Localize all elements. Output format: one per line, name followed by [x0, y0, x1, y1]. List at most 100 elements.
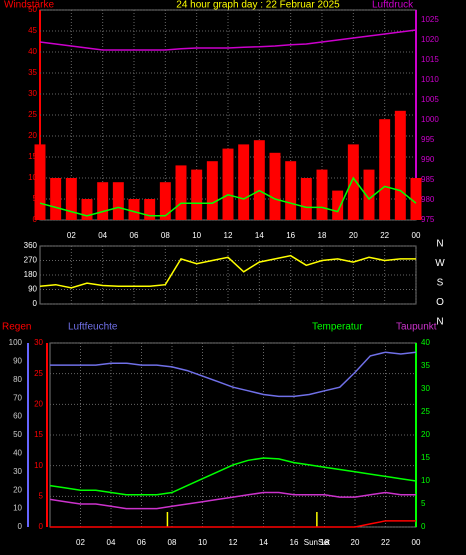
x-tick-label: 02: [67, 231, 76, 240]
y2-tick-label: 1020: [421, 35, 439, 44]
gust-bar: [206, 161, 218, 220]
x-tick-label: 04: [98, 231, 107, 240]
y-tick-label: 15: [28, 152, 37, 161]
y2-tick-label: 25: [421, 407, 430, 416]
y-tick-label: 270: [24, 256, 38, 265]
gust-bar: [347, 144, 359, 220]
y2-tick-label: 1015: [421, 55, 439, 64]
y2-tick-label: 995: [421, 135, 435, 144]
y2-label: Luftdruck: [372, 0, 414, 11]
gust-bar: [410, 178, 422, 220]
gust-bar: [253, 140, 265, 220]
gust-bar: [65, 178, 77, 220]
y2-tick-label: 985: [421, 175, 435, 184]
gust-bar: [222, 148, 234, 220]
gust-bar: [363, 169, 375, 220]
x-tick-label: 18: [318, 231, 327, 240]
y-tick-label: 30: [13, 467, 22, 476]
y-tick-label: 20: [13, 485, 22, 494]
y2-tick-label: 975: [421, 215, 435, 224]
x-tick-label: 12: [224, 231, 233, 240]
sun-event-label: SunSet: [304, 538, 331, 547]
compass-label: N: [436, 317, 443, 328]
compass-label: W: [435, 258, 445, 269]
y-tick-label: 10: [13, 504, 22, 513]
y2-tick-label: 1005: [421, 95, 439, 104]
series-line: [39, 176, 417, 217]
x-tick-label: 08: [161, 231, 170, 240]
series-name: Regen: [2, 322, 31, 333]
gust-bar: [159, 182, 171, 220]
y2-tick-label: 990: [421, 155, 435, 164]
y2-tick-label: 1000: [421, 115, 439, 124]
gust-bar: [97, 182, 109, 220]
gust-bar: [50, 178, 62, 220]
x-tick-label: 06: [130, 231, 139, 240]
gust-bar: [332, 190, 344, 220]
x-tick-label: 14: [259, 538, 268, 547]
y2-tick-label: 0: [421, 522, 426, 531]
series-line: [50, 520, 416, 528]
y3-tick-label: 10: [34, 461, 43, 470]
y3-tick-label: 15: [34, 430, 43, 439]
y2-tick-label: 10: [421, 476, 430, 485]
gust-bar: [394, 110, 406, 220]
x-tick-label: 20: [349, 231, 358, 240]
y-tick-label: 100: [9, 338, 23, 347]
y-label: Windstärke: [4, 0, 54, 11]
gust-bar: [191, 169, 203, 220]
y-tick-label: 0: [33, 299, 38, 308]
y2-tick-label: 30: [421, 384, 430, 393]
y2-tick-label: 980: [421, 195, 435, 204]
gust-bar: [144, 199, 156, 220]
y-tick-label: 0: [18, 522, 23, 531]
y3-tick-label: 25: [34, 369, 43, 378]
x-tick-label: 22: [380, 231, 389, 240]
y-tick-label: 50: [13, 430, 22, 439]
compass-label: S: [437, 278, 444, 289]
series-line: [49, 457, 417, 496]
x-tick-label: 00: [412, 538, 421, 547]
series-line: [39, 29, 417, 51]
y-tick-label: 360: [24, 241, 38, 250]
series-line: [49, 491, 416, 510]
y-tick-label: 50: [28, 5, 37, 14]
gust-bar: [285, 161, 297, 220]
x-tick-label: 14: [255, 231, 264, 240]
y2-tick-label: 35: [421, 361, 430, 370]
gust-bar: [269, 152, 281, 220]
series-name: Temperatur: [312, 322, 363, 333]
y2-tick-label: 40: [421, 338, 430, 347]
gust-bar: [112, 182, 124, 220]
series-line: [39, 254, 416, 289]
y-tick-label: 60: [13, 412, 22, 421]
x-tick-label: 18: [320, 538, 329, 547]
y-tick-label: 70: [13, 393, 22, 402]
y-tick-label: 40: [13, 449, 22, 458]
compass-label: O: [436, 297, 444, 308]
y3-tick-label: 20: [34, 399, 43, 408]
y3-tick-label: 0: [39, 522, 44, 531]
y-tick-label: 20: [28, 131, 37, 140]
x-tick-label: 22: [381, 538, 390, 547]
y-tick-label: 90: [13, 357, 22, 366]
y-tick-label: 180: [24, 270, 38, 279]
x-tick-label: 00: [412, 231, 421, 240]
y2-tick-label: 5: [421, 499, 426, 508]
y2-tick-label: 1010: [421, 75, 439, 84]
series-name: Taupunkt: [396, 322, 437, 333]
x-tick-label: 02: [76, 538, 85, 547]
y-tick-label: 40: [28, 47, 37, 56]
y-tick-label: 10: [28, 173, 37, 182]
series-name: Luftfeuchte: [68, 322, 118, 333]
gust-bar: [316, 169, 328, 220]
gust-bar: [34, 144, 46, 220]
gust-bar: [128, 199, 140, 220]
gust-bar: [175, 165, 187, 220]
x-tick-label: 20: [351, 538, 360, 547]
x-tick-label: 08: [168, 538, 177, 547]
y3-tick-label: 30: [34, 338, 43, 347]
y2-tick-label: 1025: [421, 15, 439, 24]
